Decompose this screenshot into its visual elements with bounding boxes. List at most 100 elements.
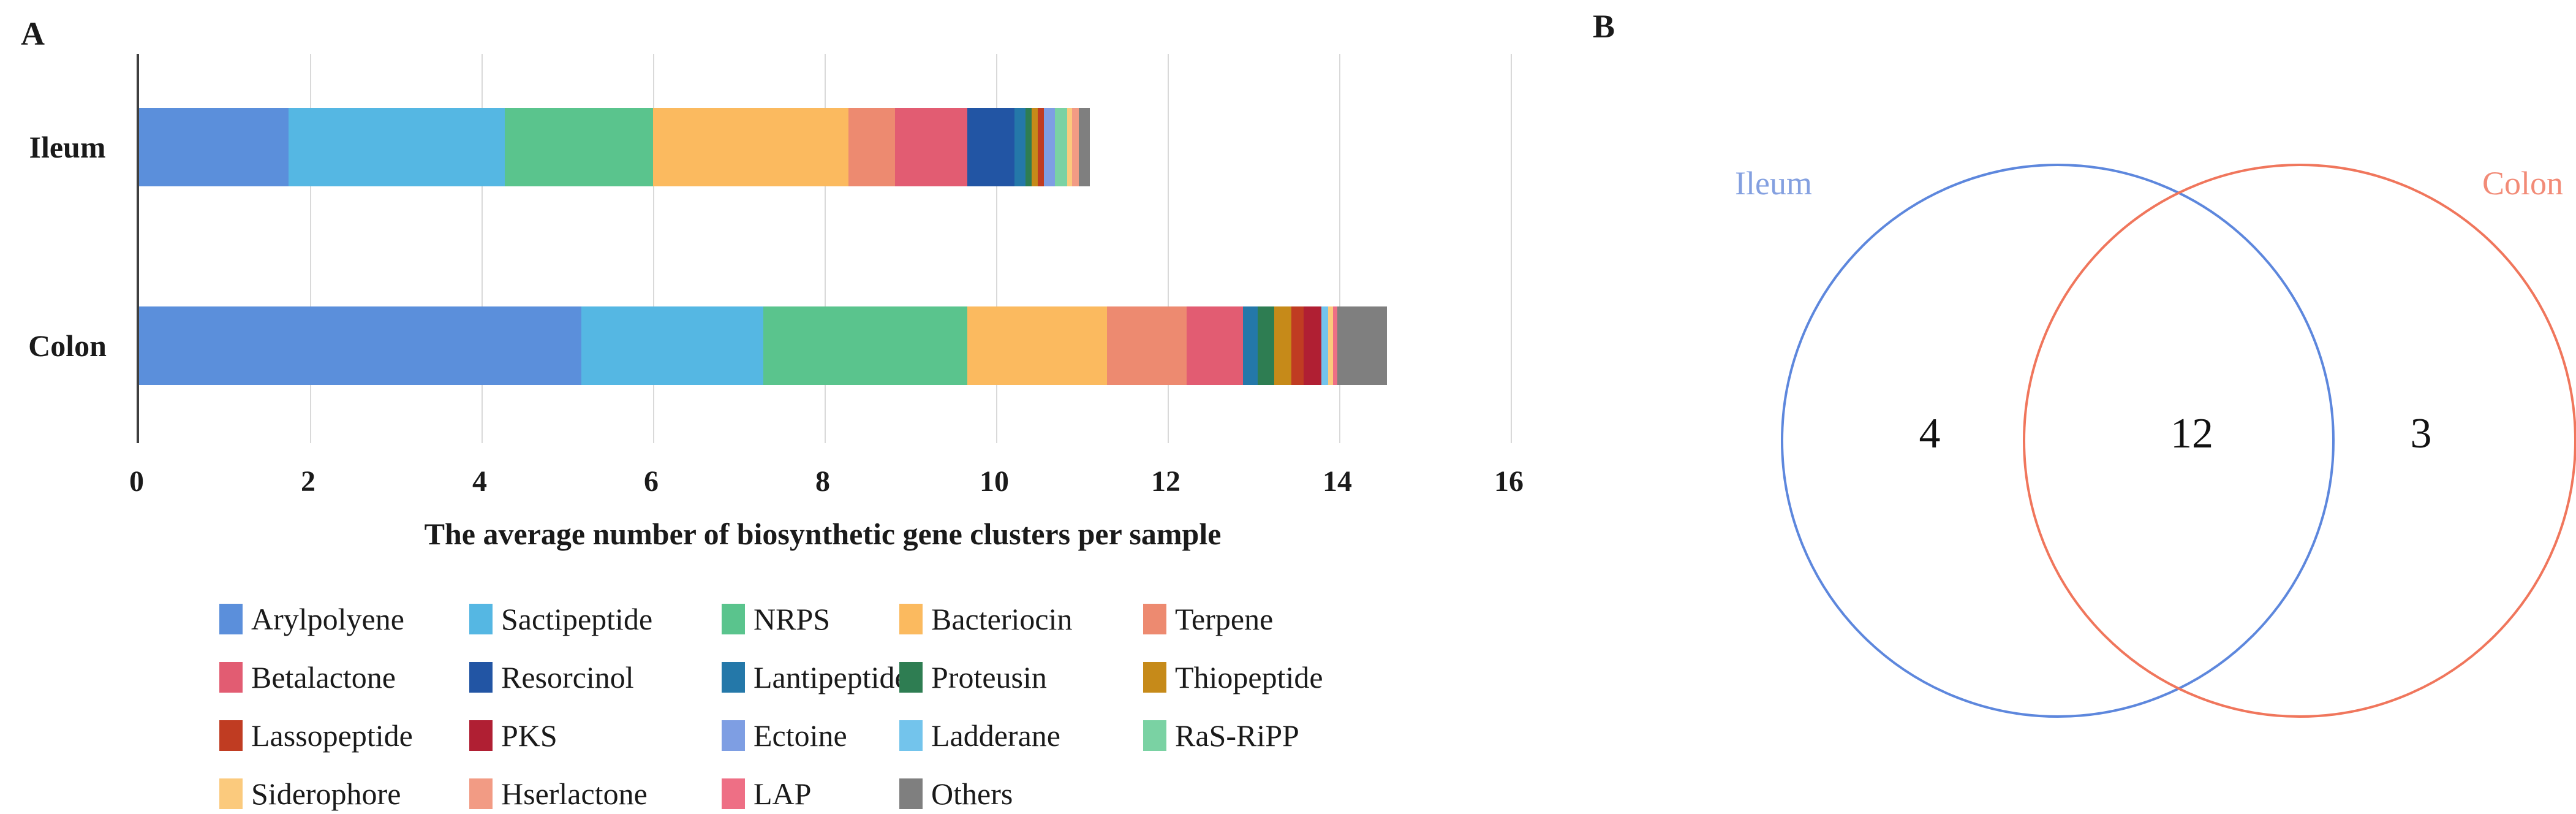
legend-item-arylpolyene: Arylpolyene — [219, 590, 469, 648]
bar-segment-colon-proteusin — [1258, 306, 1274, 385]
legend-swatch-arylpolyene — [219, 603, 243, 634]
bar-segment-colon-sactipeptide — [581, 306, 763, 385]
bar-segment-colon-pks — [1304, 306, 1321, 385]
legend-item-hserlactone: Hserlactone — [469, 764, 722, 814]
bar-segment-colon-ladderane — [1321, 306, 1328, 385]
legend-label-ras-ripp: RaS-RiPP — [1175, 718, 1299, 753]
venn-count-colon-only: 3 — [2410, 410, 2432, 457]
legend-label-sactipeptide: Sactipeptide — [501, 601, 653, 636]
gridline-x-2 — [310, 54, 311, 443]
legend-swatch-others — [899, 778, 923, 809]
legend-label-terpene: Terpene — [1175, 601, 1274, 636]
legend-swatch-siderophore — [219, 778, 243, 809]
venn-colon-set-label: Colon — [2482, 165, 2564, 202]
stacked-bar-colon — [139, 306, 1387, 385]
gridline-x-6 — [653, 54, 654, 443]
legend-label-hserlactone: Hserlactone — [501, 776, 648, 811]
x-tick-label-10: 10 — [980, 465, 1009, 498]
venn-ileum-set-label: Ileum — [1735, 165, 1812, 202]
x-axis-title: The average number of biosynthetic gene … — [424, 517, 1222, 551]
legend-swatch-lantipeptide — [722, 661, 745, 693]
legend-label-arylpolyene: Arylpolyene — [251, 601, 404, 636]
legend-item-sactipeptide: Sactipeptide — [469, 590, 722, 648]
bar-segment-colon-betalactone — [1187, 306, 1243, 385]
legend-item-ladderane: Ladderane — [899, 706, 1143, 764]
bar-segment-ileum-ras-ripp — [1055, 108, 1067, 186]
legend-item-lap: LAP — [722, 764, 899, 814]
legend-label-thiopeptide: Thiopeptide — [1175, 660, 1323, 694]
legend-swatch-lassopeptide — [219, 720, 243, 751]
bar-segment-colon-bacteriocin — [967, 306, 1107, 385]
bar-segment-ileum-thiopeptide — [1032, 108, 1038, 186]
bar-segment-ileum-bacteriocin — [653, 108, 848, 186]
gridline-x-10 — [996, 54, 997, 443]
legend-swatch-ectoine — [722, 720, 745, 751]
legend-swatch-thiopeptide — [1143, 661, 1166, 693]
legend-item-others: Others — [899, 764, 1143, 814]
gridline-x-16 — [1511, 54, 1512, 443]
legend-label-lantipeptide: Lantipeptide — [754, 660, 908, 694]
legend-label-proteusin: Proteusin — [931, 660, 1047, 694]
gridline-x-8 — [825, 54, 826, 443]
x-tick-label-12: 12 — [1151, 465, 1180, 498]
bar-segment-ileum-siderophore — [1067, 108, 1072, 186]
legend-swatch-lap — [722, 778, 745, 809]
legend-label-others: Others — [931, 776, 1013, 811]
x-tick-label-14: 14 — [1323, 465, 1352, 498]
legend-swatch-terpene — [1143, 603, 1166, 634]
bar-segment-ileum-lantipeptide — [1014, 108, 1025, 186]
x-tick-label-6: 6 — [644, 465, 659, 498]
legend-swatch-ladderane — [899, 720, 923, 751]
x-tick-label-4: 4 — [472, 465, 487, 498]
legend-item-lassopeptide: Lassopeptide — [219, 706, 469, 764]
legend-label-lassopeptide: Lassopeptide — [251, 718, 413, 753]
legend-item-resorcinol: Resorcinol — [469, 648, 722, 706]
legend-label-pks: PKS — [501, 718, 557, 753]
legend-swatch-bacteriocin — [899, 603, 923, 634]
legend-item-betalactone: Betalactone — [219, 648, 469, 706]
bar-segment-ileum-resorcinol — [967, 108, 1014, 186]
legend-label-nrps: NRPS — [754, 601, 831, 636]
legend-label-lap: LAP — [754, 776, 812, 811]
legend-item-thiopeptide: Thiopeptide — [1143, 648, 1364, 706]
bar-segment-ileum-lassopeptide — [1038, 108, 1044, 186]
x-tick-label-2: 2 — [301, 465, 315, 498]
bar-segment-ileum-proteusin — [1025, 108, 1032, 186]
legend-item-proteusin: Proteusin — [899, 648, 1143, 706]
legend-label-betalactone: Betalactone — [251, 660, 396, 694]
legend-swatch-hserlactone — [469, 778, 493, 809]
bar-segment-ileum-sactipeptide — [289, 108, 505, 186]
legend-swatch-nrps — [722, 603, 745, 634]
gridline-x-12 — [1168, 54, 1169, 443]
bar-segment-ileum-terpene — [848, 108, 895, 186]
legend-swatch-sactipeptide — [469, 603, 493, 634]
venn-colon-circle — [2023, 164, 2576, 718]
gridline-x-4 — [482, 54, 483, 443]
bar-segment-ileum-hserlactone — [1072, 108, 1079, 186]
legend-swatch-ras-ripp — [1143, 720, 1166, 751]
legend-label-ladderane: Ladderane — [931, 718, 1060, 753]
gridline-x-14 — [1339, 54, 1340, 443]
x-tick-label-8: 8 — [815, 465, 830, 498]
bar-segment-colon-lap — [1333, 306, 1337, 385]
bar-segment-colon-thiopeptide — [1274, 306, 1291, 385]
bar-segment-colon-arylpolyene — [139, 306, 581, 385]
bar-segment-ileum-arylpolyene — [139, 108, 289, 186]
legend-item-lantipeptide: Lantipeptide — [722, 648, 908, 706]
bar-chart-plot-area — [137, 54, 1512, 443]
legend-label-resorcinol: Resorcinol — [501, 660, 634, 694]
panel-a-label: A — [21, 15, 45, 52]
venn-count-ileum-only: 4 — [1919, 410, 1941, 457]
legend-swatch-proteusin — [899, 661, 923, 693]
chart-legend: Arylpolyene Sactipeptide NRPS Bacteriocin Te… — [219, 590, 1364, 814]
legend-swatch-betalactone — [219, 661, 243, 693]
bar-segment-ileum-nrps — [505, 108, 653, 186]
bar-segment-ileum-ectoine — [1044, 108, 1055, 186]
row-label-ileum: Ileum — [29, 130, 106, 164]
legend-label-ectoine: Ectoine — [754, 718, 847, 753]
legend-item-siderophore: Siderophore — [219, 764, 469, 814]
legend-item-ectoine: Ectoine — [722, 706, 899, 764]
bar-segment-colon-terpene — [1107, 306, 1187, 385]
bar-segment-colon-lantipeptide — [1243, 306, 1258, 385]
